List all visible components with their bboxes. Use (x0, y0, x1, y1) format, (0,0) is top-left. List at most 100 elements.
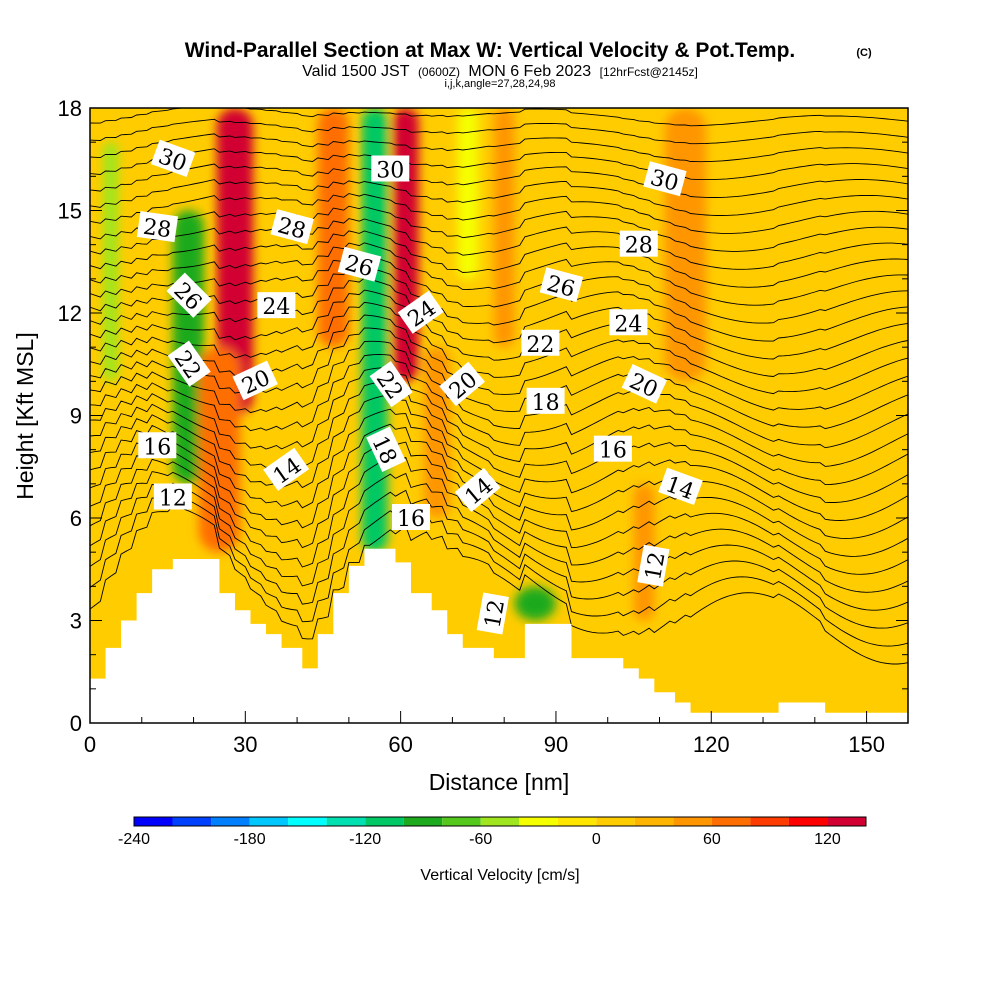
contour-label-text: 16 (143, 435, 171, 460)
colorbar-tick-label: -120 (349, 831, 381, 848)
colorbar-swatch (288, 817, 327, 826)
y-tick-label: 12 (58, 301, 82, 326)
contour-label-5: 12 (153, 483, 192, 512)
colorbar-swatch (634, 817, 674, 826)
contour-label-28: 12 (637, 544, 671, 587)
subtitle-date: MON 6 Feb 2023 (468, 63, 591, 80)
x-axis-title: Distance [nm] (429, 769, 570, 795)
colorbar-swatch (673, 817, 712, 826)
theta-line-14 (90, 314, 908, 411)
colorbar-tick-label: -180 (234, 831, 266, 848)
y-axis-title: Height [Kft MSL] (12, 332, 38, 499)
theta-line-26 (90, 163, 908, 198)
contour-label-7: 24 (257, 292, 296, 320)
colorbar-swatch (365, 817, 404, 826)
theta-line-6 (90, 423, 908, 557)
theta-line-1 (90, 493, 908, 647)
theta-line-23 (90, 205, 908, 252)
theta-line-2 (90, 482, 908, 629)
theta-line-19 (90, 254, 908, 324)
contour-label-1: 28 (136, 211, 179, 243)
y-tick-label: 3 (70, 609, 82, 634)
subtitle-forecast: [12hrFcst@2145z] (600, 65, 698, 79)
w-band-4 (317, 108, 349, 348)
w-band-10 (514, 586, 556, 621)
contour-label-21: 18 (526, 387, 565, 416)
theta-line-11 (90, 354, 908, 467)
copyright-mark: (C) (856, 47, 872, 59)
colorbar-tick-label: 60 (703, 831, 721, 848)
contour-label-text: 30 (376, 159, 404, 184)
w-band-3 (198, 347, 241, 553)
w-band-8 (457, 108, 479, 279)
contour-label-text: 12 (481, 598, 510, 630)
contour-label-text: 12 (641, 550, 670, 582)
theta-line-22 (90, 218, 908, 270)
contour-label-text: 22 (526, 333, 554, 358)
theta-line-9 (90, 380, 908, 503)
chart-title: Wind-Parallel Section at Max W: Vertical… (185, 39, 796, 62)
theta-line-5 (90, 439, 908, 575)
theta-line-10 (90, 367, 908, 486)
theta-line-13 (90, 327, 908, 430)
colorbar-swatch (172, 817, 212, 826)
colorbar-swatch (827, 817, 866, 826)
w-band-11 (664, 108, 707, 382)
contour-label-10: 30 (371, 155, 410, 184)
contour-label-text: 28 (625, 234, 653, 259)
x-axis: 0 30 60 90 120 150 (84, 711, 885, 757)
colorbar-swatch (788, 817, 828, 826)
colorbar-title: Vertical Velocity [cm/s] (420, 867, 579, 884)
theta-line-25 (90, 179, 908, 216)
x-tick-label: 90 (544, 732, 568, 757)
theta-line-15 (90, 301, 908, 395)
theta-line-17 (90, 277, 908, 360)
contour-label-18: 12 (476, 592, 510, 635)
contour-label-text: 16 (397, 507, 425, 532)
colorbar-swatch (480, 817, 520, 826)
contour-label-6: 28 (270, 209, 314, 245)
theta-line-28 (90, 133, 908, 163)
subtitle-valid: Valid 1500 JST (302, 63, 410, 80)
theta-line-30 (90, 108, 908, 127)
contour-label-text: 18 (532, 391, 560, 416)
y-tick-label: 0 (70, 711, 82, 736)
contour-label-text: 24 (614, 312, 642, 337)
contour-label-text: 16 (599, 439, 627, 464)
colorbar-swatch (596, 817, 635, 826)
subtitle-zulu: (0600Z) (418, 65, 460, 79)
theta-line-31 (689, 108, 698, 109)
colorbar-swatch (442, 817, 481, 826)
contour-label-24: 24 (609, 309, 648, 337)
theta-line-0 (90, 506, 908, 665)
colorbar-swatch (211, 817, 250, 826)
y-tick-label: 18 (58, 96, 82, 121)
colorbar-swatch (519, 817, 558, 826)
contour-label-16: 16 (391, 504, 430, 532)
contour-label-26: 16 (593, 435, 632, 464)
w-band-0 (102, 142, 119, 382)
x-tick-label: 150 (848, 732, 885, 757)
colorbar-swatch (326, 817, 366, 826)
theta-line-16 (90, 289, 908, 377)
colorbar-swatch (134, 817, 173, 826)
colorbar-tick-label: 120 (814, 831, 841, 848)
y-tick-label: 6 (70, 506, 82, 531)
colorbar-swatch (403, 817, 443, 826)
theta-line-18 (90, 265, 908, 342)
contour-label-4: 16 (138, 432, 177, 460)
colorbar-frame (133, 816, 867, 827)
x-tick-label: 120 (693, 732, 730, 757)
contour-label-text: 24 (262, 295, 290, 320)
colorbar: -240 -180 -120 -60 0 60 120 (118, 816, 867, 848)
colorbar-swatch (750, 817, 789, 826)
y-axis: 0 3 6 9 12 15 18 (58, 96, 908, 736)
contour-label-3: 22 (167, 340, 211, 387)
y-tick-label: 15 (58, 199, 82, 224)
contour-label-23: 28 (619, 230, 658, 259)
theta-line-27 (90, 148, 908, 181)
colorbar-swatch (249, 817, 289, 826)
w-band-2 (216, 108, 254, 416)
